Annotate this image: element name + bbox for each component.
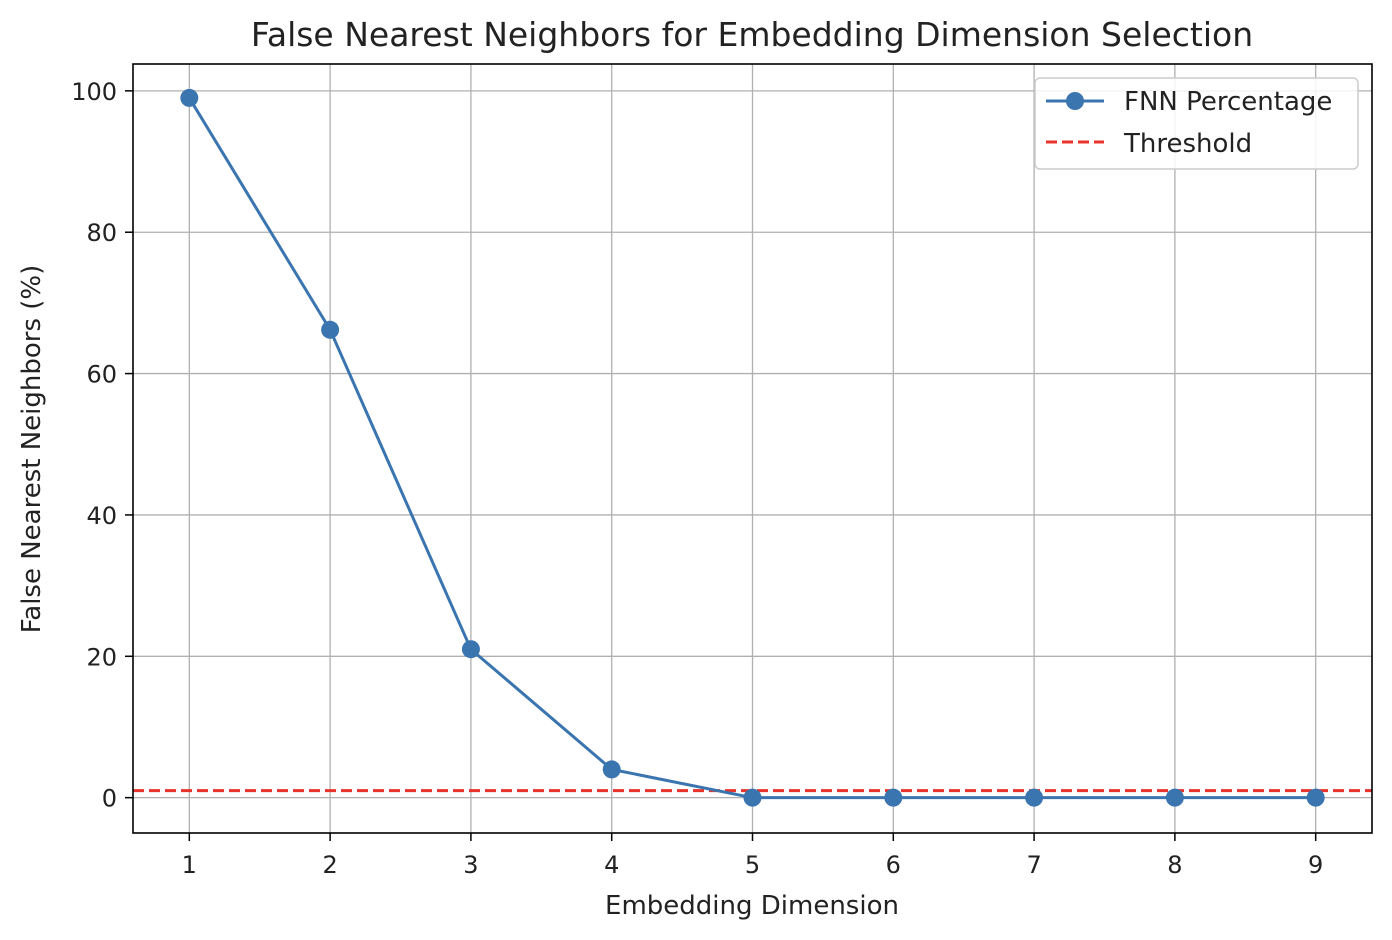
data-point [743,788,762,807]
data-point [1306,788,1325,807]
series-layer [180,88,1325,807]
data-point [884,788,903,807]
x-tick-label: 1 [182,851,197,879]
x-axis-label: Embedding Dimension [605,891,899,921]
y-tick-label: 100 [71,78,117,106]
data-point [602,760,621,779]
legend: FNN Percentage Threshold [1034,77,1359,170]
legend-fnn-marker [1066,92,1084,110]
data-point [1165,788,1184,807]
y-tick-label: 20 [86,643,117,671]
data-point [461,640,480,659]
legend-box [1034,77,1359,170]
legend-fnn-label: FNN Percentage [1124,87,1332,117]
x-tick-label: 5 [745,851,760,879]
data-point [1025,788,1044,807]
legend-threshold-label: Threshold [1123,129,1252,159]
y-tick-label: 80 [86,219,117,247]
chart-title: False Nearest Neighbors for Embedding Di… [251,15,1253,54]
x-axis-ticks: 1 2 3 4 5 6 7 8 9 [182,833,1323,879]
y-tick-label: 0 [102,785,117,813]
y-tick-label: 40 [86,502,117,530]
x-tick-label: 4 [604,851,619,879]
data-point [180,88,199,107]
x-tick-label: 8 [1167,851,1182,879]
x-tick-label: 9 [1308,851,1323,879]
y-axis-ticks: 0 20 40 60 80 100 [71,78,133,813]
x-tick-label: 3 [463,851,478,879]
x-tick-label: 6 [886,851,901,879]
y-tick-label: 60 [86,361,117,389]
y-axis-label: False Nearest Neighbors (%) [17,265,47,634]
x-tick-label: 7 [1026,851,1041,879]
data-point [321,320,340,339]
x-tick-label: 2 [322,851,337,879]
